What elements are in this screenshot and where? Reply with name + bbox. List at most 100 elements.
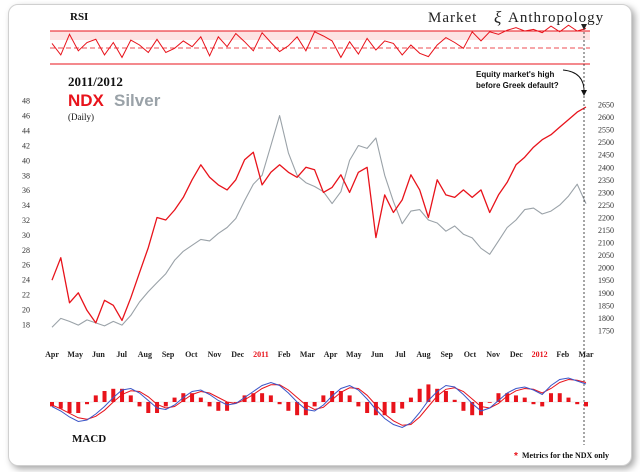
- x-tick-label: Jun: [371, 350, 384, 359]
- x-tick-label: Nov: [486, 350, 500, 359]
- macd-histogram-bar: [286, 402, 291, 411]
- macd-histogram-bar: [548, 393, 553, 402]
- right-tick-label: 1900: [598, 289, 614, 298]
- macd-histogram-bar: [207, 402, 212, 407]
- right-tick-label: 2300: [598, 188, 614, 197]
- rsi-line: [51, 24, 587, 59]
- macd-histogram-bar: [338, 391, 343, 402]
- x-tick-label: Oct: [464, 350, 477, 359]
- left-tick-label: 36: [22, 186, 30, 195]
- macd-histogram-bar: [373, 402, 378, 416]
- x-tick-label: Nov: [208, 350, 222, 359]
- macd-histogram-bar: [303, 402, 308, 416]
- rsi-label: RSI: [70, 11, 88, 23]
- right-tick-label: 2600: [598, 113, 614, 122]
- right-tick-label: 1850: [598, 301, 614, 310]
- x-tick-label: Aug: [138, 350, 152, 359]
- left-tick-label: 26: [22, 261, 30, 270]
- macd-histogram-bar: [260, 393, 265, 402]
- macd-histogram-bar: [391, 402, 396, 413]
- right-tick-label: 2100: [598, 239, 614, 248]
- macd-histogram-bar: [496, 393, 501, 402]
- macd-histogram-bar: [233, 402, 238, 403]
- x-tick-label: Sep: [162, 350, 175, 359]
- macd-histogram-bar: [356, 402, 361, 407]
- left-tick-label: 28: [22, 246, 30, 255]
- left-tick-label: 22: [22, 291, 30, 300]
- macd-histogram-bar: [417, 388, 422, 402]
- macd-histogram-bar: [487, 402, 492, 403]
- macd-histogram-bar: [566, 397, 571, 402]
- macd-histogram-bar: [295, 402, 300, 416]
- right-tick-label: 1950: [598, 276, 614, 285]
- legend-ndx: NDX: [68, 91, 105, 110]
- left-tick-label: 46: [22, 112, 30, 121]
- macd-histogram-bar: [321, 395, 326, 402]
- macd-histogram-bar: [575, 402, 580, 405]
- macd-histogram-bar: [111, 388, 116, 402]
- x-tick-label: Apr: [45, 350, 59, 359]
- macd-histogram-bar: [470, 402, 475, 416]
- macd-histogram-bar: [251, 393, 256, 402]
- event-marker-top: [581, 24, 587, 30]
- left-tick-label: 32: [22, 216, 30, 225]
- x-tick-label: Jul: [395, 350, 406, 359]
- right-tick-label: 2550: [598, 126, 614, 135]
- macd-histogram-bar: [461, 402, 466, 411]
- left-tick-label: 48: [22, 97, 30, 106]
- macd-histogram-bar: [172, 397, 177, 402]
- left-tick-label: 30: [22, 231, 30, 240]
- footnote: Metrics for the NDX only: [522, 451, 609, 460]
- macd-histogram-bar: [85, 402, 90, 405]
- silver-series-line: [51, 115, 587, 328]
- brand-logo: Market ξ Anthropology: [428, 8, 603, 27]
- left-tick-label: 24: [22, 276, 30, 285]
- macd-histogram-bar: [312, 402, 317, 407]
- legend-silver: Silver: [114, 91, 161, 110]
- left-tick-label: 40: [22, 156, 30, 165]
- annotation-line2: before Greek default?: [476, 81, 559, 90]
- macd-histogram-bar: [268, 395, 273, 402]
- right-tick-label: 2650: [598, 101, 614, 110]
- macd-histogram-bar: [120, 388, 125, 402]
- macd-histogram-bar: [347, 395, 352, 402]
- left-tick-label: 42: [22, 141, 30, 150]
- right-tick-label: 2250: [598, 201, 614, 210]
- x-tick-label: May: [346, 350, 362, 359]
- macd-histogram-bar: [443, 391, 448, 402]
- macd-histogram-bar: [76, 402, 81, 413]
- macd-histogram-bar: [277, 402, 282, 405]
- right-tick-label: 2050: [598, 251, 614, 260]
- right-tick-label: 1750: [598, 326, 614, 335]
- x-tick-label: 2011: [253, 350, 269, 359]
- macd-histogram-bar: [365, 402, 370, 413]
- x-tick-label: Jul: [116, 350, 127, 359]
- annotation-line1: Equity market's high: [476, 70, 554, 79]
- x-tick-label: Feb: [278, 350, 291, 359]
- macd-histogram-bar: [540, 402, 545, 407]
- footnote-marker: *: [514, 451, 518, 462]
- x-tick-label: May: [67, 350, 83, 359]
- x-tick-label: Mar: [578, 350, 594, 359]
- macd-histogram-bar: [382, 402, 387, 416]
- macd-histogram-bar: [93, 395, 98, 402]
- macd-histogram-bar: [137, 402, 142, 407]
- macd-histogram-bar: [198, 397, 203, 402]
- right-tick-label: 2400: [598, 163, 614, 172]
- x-tick-label: Oct: [185, 350, 198, 359]
- macd-histogram-bar: [216, 402, 221, 411]
- x-tick-label: Dec: [231, 350, 244, 359]
- x-tick-label: Apr: [324, 350, 338, 359]
- macd-histogram-bar: [128, 395, 133, 402]
- brand-word-market: Market: [428, 10, 477, 26]
- macd-histogram-bar: [67, 402, 72, 413]
- right-tick-label: 2000: [598, 264, 614, 273]
- brand-symbol: ξ: [494, 8, 502, 27]
- macd-histogram-bar: [478, 402, 483, 416]
- x-tick-label: Sep: [440, 350, 453, 359]
- macd-histogram-bar: [557, 393, 562, 402]
- x-tick-label: Mar: [300, 350, 316, 359]
- macd-histogram-bar: [584, 402, 588, 407]
